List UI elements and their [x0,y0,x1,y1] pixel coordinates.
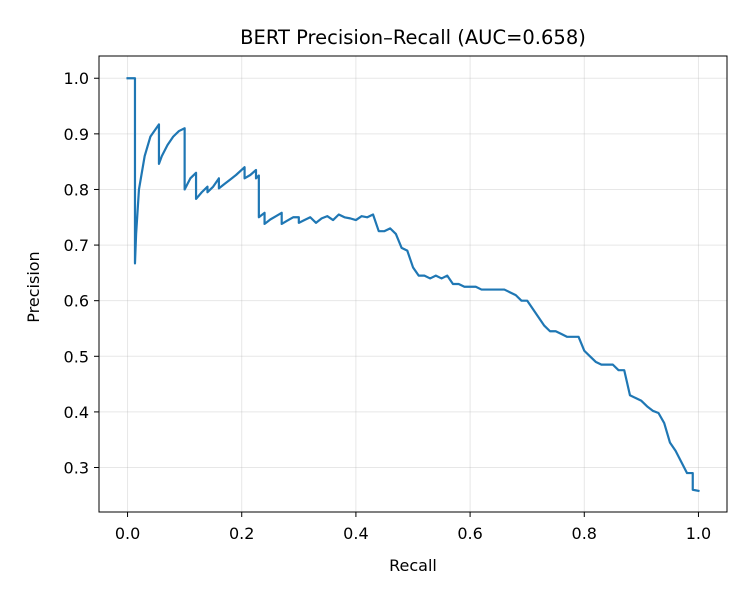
series-layer [126,77,700,493]
y-tick-label: 0.8 [64,180,89,199]
y-tick-label: 1.0 [64,69,89,88]
y-tick-label: 0.3 [64,459,89,478]
x-tick-label: 0.6 [457,524,482,543]
y-tick-label: 0.9 [64,125,89,144]
y-tick-label: 0.4 [64,403,89,422]
x-tick-label: 0.4 [343,524,368,543]
y-axis-ticks: 0.3 0.4 0.5 0.6 0.7 0.8 0.9 1.0 [64,69,99,478]
x-tick-label: 0.2 [229,524,254,543]
y-tick-label: 0.5 [64,347,89,366]
plot-area-frame [98,55,728,513]
y-tick-label: 0.6 [64,292,89,311]
x-axis-ticks: 0.0 0.2 0.4 0.6 0.8 1.0 [115,512,711,543]
pr-curve-line [126,77,700,493]
x-tick-label: 0.8 [572,524,597,543]
chart-title: BERT Precision–Recall (AUC=0.658) [240,26,586,49]
y-tick-label: 0.7 [64,236,89,255]
x-tick-label: 1.0 [686,524,711,543]
x-tick-label: 0.0 [115,524,140,543]
x-axis-label: Recall [389,556,437,575]
y-axis-label: Precision [24,251,43,322]
